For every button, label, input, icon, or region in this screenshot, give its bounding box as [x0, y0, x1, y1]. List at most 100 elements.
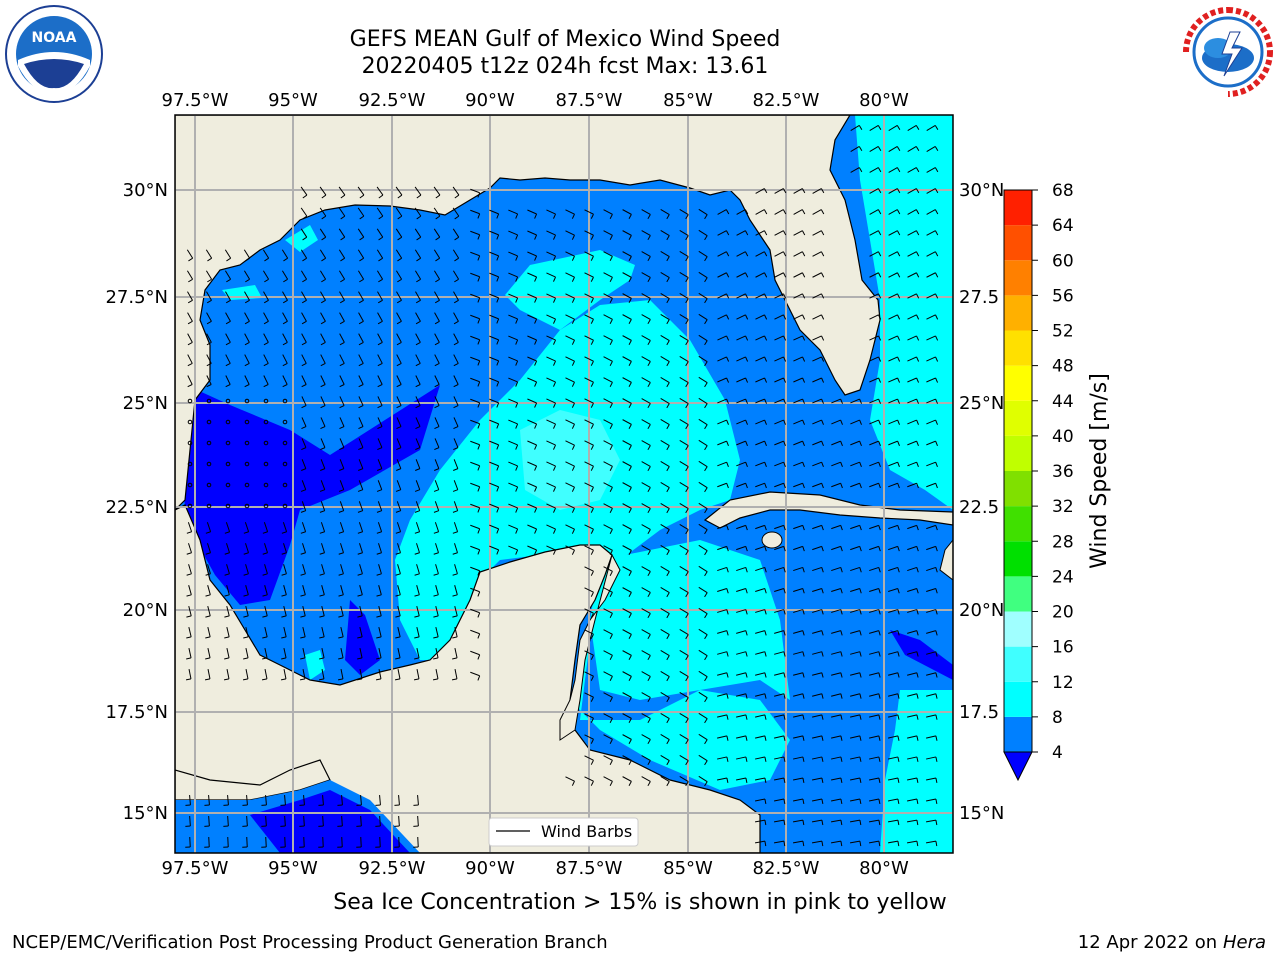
wind-barb — [698, 502, 708, 514]
wind-barb — [244, 312, 250, 325]
wind-barb — [206, 375, 212, 388]
wind-barb — [679, 607, 689, 619]
wind-barb — [603, 314, 613, 324]
wind-barb — [376, 606, 382, 618]
wind-barb — [641, 545, 651, 556]
wind-barb — [452, 522, 459, 534]
wind-barb — [508, 356, 519, 366]
lat-label-right: 30°N — [959, 180, 1004, 201]
wind-barb — [395, 501, 402, 513]
wind-barb — [508, 545, 519, 555]
wind-barb — [888, 524, 900, 531]
wind-barb — [470, 272, 481, 282]
wind-barb — [244, 354, 250, 367]
wind-barb — [453, 312, 459, 325]
wind-barb — [926, 756, 938, 762]
colorbar-tick-label: 12 — [1052, 673, 1074, 693]
lon-label-bottom: 95°W — [268, 858, 318, 879]
wind-barb — [434, 354, 440, 367]
wind-barb — [300, 606, 306, 618]
wind-barb — [414, 480, 421, 492]
wind-barb — [869, 356, 882, 362]
wind-barb — [433, 228, 441, 241]
wind-barb — [337, 794, 343, 806]
wind-barb — [338, 270, 346, 283]
colorbar-segment — [1004, 576, 1032, 612]
wind-barb — [337, 815, 343, 827]
lat-label-left: 15°N — [123, 803, 168, 824]
wind-barb — [660, 209, 670, 220]
wind-barb — [394, 815, 400, 827]
wind-barb — [225, 312, 231, 325]
wind-barb — [300, 270, 308, 283]
wind-barb — [736, 293, 749, 299]
wind-barb — [452, 606, 458, 618]
wind-barb — [869, 588, 881, 594]
wind-barb — [470, 293, 481, 303]
wind-barb — [223, 836, 229, 848]
wind-barb — [641, 398, 651, 409]
wind-barb — [546, 503, 557, 513]
lon-label-top: 97.5°W — [162, 90, 229, 111]
wind-barb — [395, 270, 403, 283]
wind-barb — [812, 756, 824, 762]
wind-barb — [773, 819, 786, 826]
wind-barb — [320, 333, 326, 346]
wind-barb — [812, 630, 824, 636]
wind-barb — [470, 461, 481, 471]
wind-barb — [433, 207, 441, 220]
wind-barb — [907, 146, 920, 152]
wind-barb — [338, 186, 346, 199]
wind-barb — [470, 671, 481, 681]
wind-barb — [774, 735, 786, 741]
wind-barb — [850, 651, 862, 657]
wind-barb — [926, 356, 939, 362]
wind-barb — [244, 503, 250, 509]
wind-barb — [888, 630, 900, 636]
wind-barb — [736, 714, 748, 720]
wind-barb — [565, 335, 575, 345]
wind-barb — [489, 356, 500, 366]
wind-barb — [926, 335, 939, 341]
wind-barb — [320, 417, 326, 430]
wind-barb — [414, 522, 421, 534]
wind-barb — [584, 713, 594, 723]
wind-barb — [869, 482, 881, 489]
wind-barb — [452, 228, 460, 241]
wind-barb — [717, 272, 730, 278]
wind-barb — [433, 585, 439, 597]
colorbar-tick-label: 20 — [1052, 603, 1074, 623]
wind-barb — [244, 398, 250, 404]
wind-barb — [660, 608, 670, 619]
wind-barb — [546, 230, 557, 240]
wind-barb — [679, 586, 689, 598]
wind-barb — [907, 230, 920, 236]
wind-barb — [584, 251, 594, 261]
wind-barb — [888, 777, 900, 783]
wind-barb — [358, 459, 364, 471]
wind-barb — [584, 356, 594, 366]
wind-barb — [527, 356, 538, 366]
wind-barb — [755, 356, 768, 362]
wind-barb — [470, 440, 481, 450]
colorbar-segment — [1004, 365, 1032, 401]
lat-label-right: 27.5 — [959, 287, 999, 308]
wind-barb — [774, 440, 786, 446]
wind-barb — [679, 670, 689, 682]
wind-barb — [774, 377, 787, 383]
wind-barb — [926, 693, 938, 699]
wind-barb — [565, 419, 575, 429]
wind-barb — [793, 314, 806, 320]
wind-barb — [187, 440, 193, 446]
wind-barb — [888, 588, 900, 594]
wind-barb — [452, 249, 460, 262]
wind-barb — [320, 438, 326, 451]
wind-barb — [622, 776, 632, 787]
wind-barb — [869, 419, 881, 425]
wind-barb — [357, 648, 363, 660]
wind-barb — [546, 293, 557, 303]
wind-barb — [527, 272, 538, 282]
wind-barb — [413, 668, 420, 681]
wind-barb — [565, 377, 575, 387]
wind-barb — [793, 230, 806, 236]
